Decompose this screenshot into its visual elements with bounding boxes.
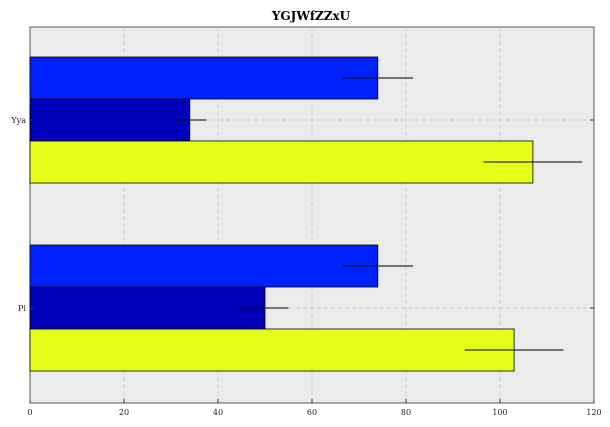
bar xyxy=(29,140,534,184)
x-tick-label: 60 xyxy=(307,408,317,417)
chart-title: YGJWfZZxU xyxy=(271,9,351,23)
x-tick-label: 100 xyxy=(492,408,507,417)
bar xyxy=(29,98,191,142)
y-tick-label: Pi xyxy=(18,304,26,313)
error-bars xyxy=(173,77,583,351)
y-axis: Yya Pi xyxy=(10,116,594,313)
bar xyxy=(29,328,515,372)
x-tick-label: 80 xyxy=(401,408,411,417)
x-tick-label: 0 xyxy=(27,408,32,417)
x-axis: 0 20 40 60 80 100 120 xyxy=(27,399,602,417)
x-tick-label: 120 xyxy=(586,408,601,417)
x-tick-label: 20 xyxy=(119,408,129,417)
y-tick-label: Yya xyxy=(10,116,26,125)
bar xyxy=(29,56,379,100)
bar xyxy=(29,244,379,288)
bar xyxy=(29,286,266,330)
x-tick-label: 40 xyxy=(213,408,223,417)
